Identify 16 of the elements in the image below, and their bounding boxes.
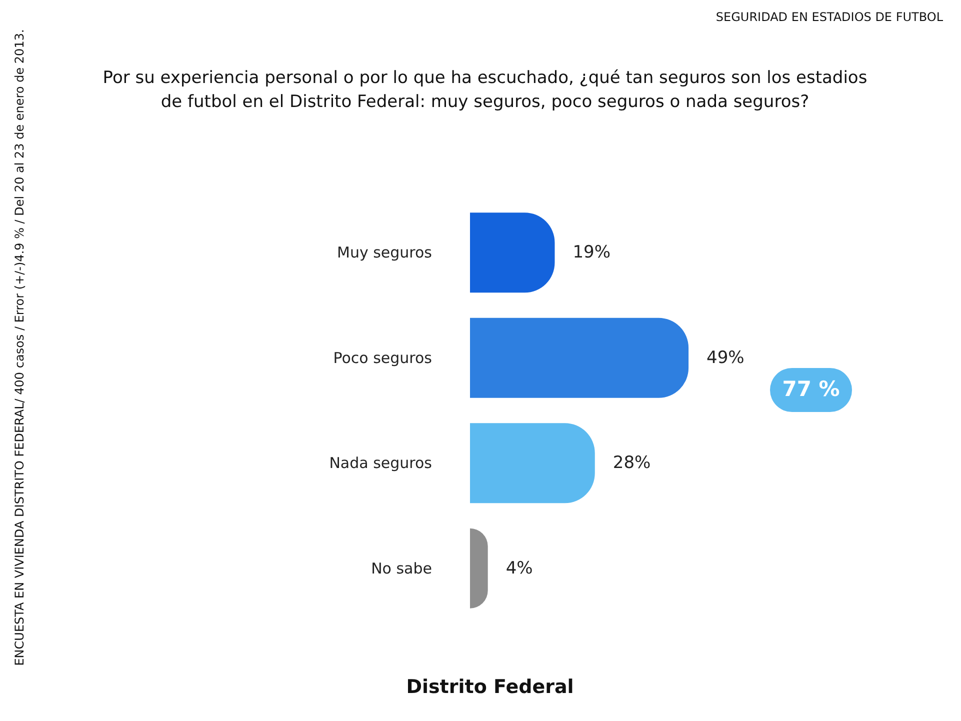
text: 77 % (781, 377, 841, 401)
y-tick-label: Muy seguros (337, 244, 432, 262)
x-axis-title: Distrito Federal (405, 676, 575, 698)
text: ENCUESTA EN VIVIENDA DISTRITO FEDERAL/ 400 casos / Error (+/-)4.9 % / Del 20 al 23 de enero de 2013. (12, 28, 28, 668)
bar (470, 423, 595, 504)
text: SEGURIDAD EN ESTADIOS DE FUTBOL (716, 10, 943, 24)
chart-title: Por su experiencia personal o por lo que ha escuchado, ¿qué tan seguros son los estadios de futbol en el Distrito Federal: muy seguros, poco seguros o nada seguros? (102, 67, 868, 114)
data-label: 19% (572, 242, 611, 263)
y-tick-label: Poco seguros (333, 348, 432, 367)
data-label: 28% (612, 453, 651, 474)
data-label: 49% (706, 348, 744, 368)
bar (470, 212, 555, 293)
y-tick-label: No sabe (371, 559, 432, 578)
bar (470, 318, 689, 398)
data-label: 4% (506, 558, 533, 578)
y-tick-label: Nada seguros (329, 454, 432, 472)
